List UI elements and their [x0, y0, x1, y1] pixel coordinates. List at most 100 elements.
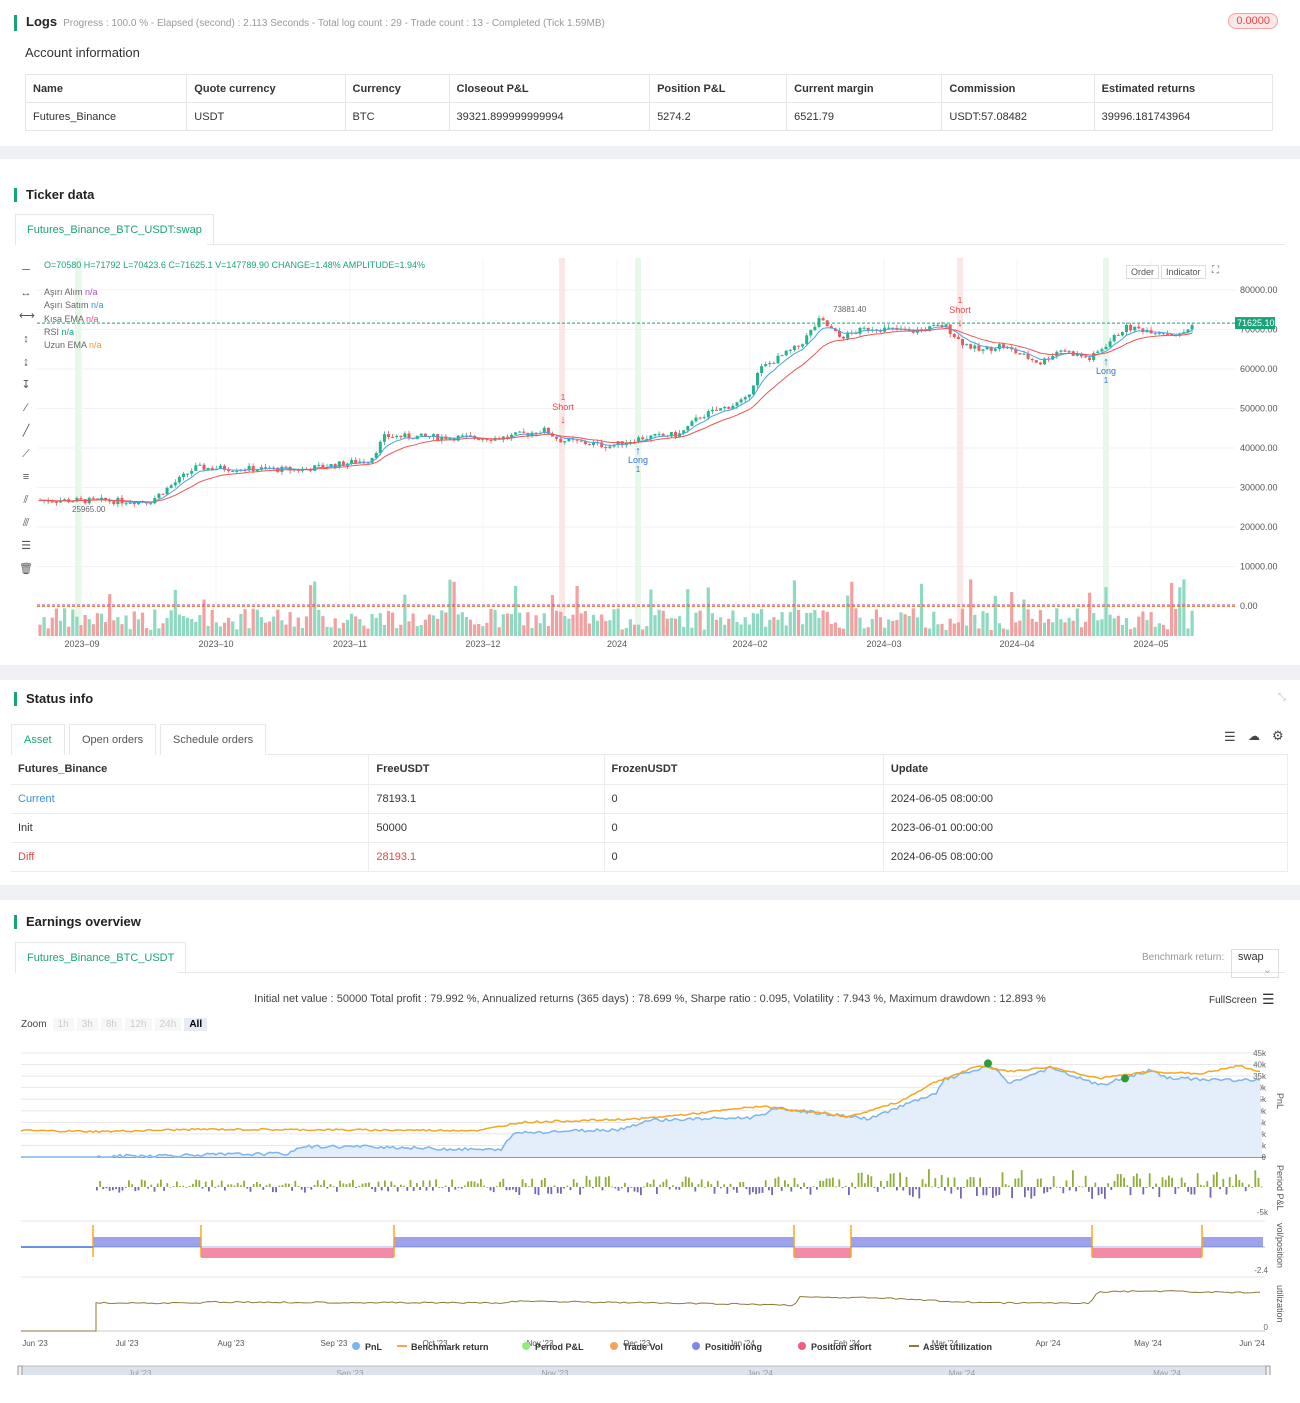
volume-bar	[239, 613, 243, 636]
zoom-option[interactable]: 12h	[124, 1018, 152, 1031]
volume-bar	[956, 622, 960, 636]
period-pnl-bar	[201, 1187, 204, 1189]
period-pnl-bar	[803, 1182, 805, 1187]
earnings-summary: Initial net value : 50000 Total profit :…	[254, 993, 1046, 1005]
earnings-tab[interactable]: Futures_Binance_BTC_USDT	[15, 942, 187, 973]
period-pnl-bar	[684, 1176, 687, 1187]
range-tool-icon[interactable]: ↧	[21, 379, 31, 391]
crosshair-tool-icon[interactable]: ─	[22, 264, 30, 276]
tab-asset[interactable]: Asset	[11, 724, 65, 755]
period-pnl-bar	[166, 1183, 169, 1187]
parallel-channel-tool-icon[interactable]: ⫽	[23, 494, 29, 506]
horizontal-ray-tool-icon[interactable]: ↔	[20, 287, 32, 299]
candle	[1063, 350, 1067, 352]
signal-count: 1	[1104, 376, 1109, 385]
cloud-download-icon[interactable]: ☁	[1248, 729, 1260, 743]
period-pnl-bar	[1155, 1183, 1157, 1187]
list-icon[interactable]: ☰	[1224, 729, 1236, 744]
period-pnl-bar	[662, 1181, 665, 1187]
period-pnl-bar	[880, 1180, 882, 1187]
legend-name: Uzun EMA	[44, 340, 90, 351]
x-tick-label: Jun '24	[1239, 1339, 1265, 1348]
volume-bar	[280, 620, 284, 636]
trash-icon[interactable]: 🗑	[19, 563, 33, 575]
ticker-tab[interactable]: Futures_Binance_BTC_USDT:swap	[15, 214, 214, 245]
asset-cell: 2024-06-05 08:00:00	[883, 842, 1289, 872]
zoom-option[interactable]: 3h	[76, 1018, 98, 1031]
volume-bar	[136, 619, 140, 636]
period-pnl-bar	[924, 1183, 927, 1187]
candle	[710, 409, 714, 412]
period-pnl-bar	[988, 1187, 991, 1189]
candle	[567, 438, 571, 442]
ray-line-tool-icon[interactable]: ╱	[22, 425, 30, 437]
tab-schedule-orders[interactable]: Schedule orders	[160, 724, 267, 755]
period-pnl-bar	[873, 1187, 876, 1188]
candle	[374, 453, 378, 458]
candlestick-chart[interactable]: 80000.00 70000.00 60000.00 50000.00 40000.00…	[0, 248, 1300, 668]
period-pnl-bar	[963, 1187, 965, 1188]
period-pnl-bar	[902, 1187, 905, 1191]
period-pnl-bar	[96, 1187, 98, 1191]
volume-bar	[821, 610, 825, 636]
candle	[706, 411, 710, 418]
period-pnl-bar	[160, 1179, 162, 1187]
candle	[829, 326, 833, 329]
volume-bar	[760, 608, 764, 636]
period-pnl-bar	[1171, 1177, 1173, 1187]
period-pnl-bar	[1116, 1173, 1119, 1187]
y-tick-label: 10000.00	[1240, 562, 1278, 572]
status-tab-line	[267, 754, 1288, 755]
legend-value: n/a	[91, 300, 104, 311]
period-pnl-bar	[1120, 1174, 1122, 1187]
volume-bar	[981, 611, 985, 636]
candle	[637, 437, 641, 443]
fib-levels-tool-icon[interactable]: ☰	[21, 540, 31, 552]
settings-gear-icon[interactable]: ⚙	[1272, 728, 1284, 743]
volume-bar	[145, 628, 149, 636]
fib-tool-icon[interactable]: ⫻	[22, 517, 30, 529]
candle	[817, 318, 821, 327]
zoom-option[interactable]: 24h	[154, 1018, 182, 1031]
period-pnl-bar	[384, 1180, 386, 1187]
candle	[481, 438, 485, 440]
signal-band	[957, 258, 963, 636]
benchmark-select[interactable]: swap ⌄	[1231, 949, 1279, 978]
period-pnl-bar	[358, 1185, 361, 1187]
order-button[interactable]: Order	[1126, 265, 1160, 279]
price-line-tool-icon[interactable]: ≡	[22, 471, 30, 483]
expand-icon[interactable]: ⛶	[1212, 265, 1219, 276]
vertical-ray-tool-icon[interactable]: ↕	[23, 333, 29, 345]
volume-bar	[432, 615, 436, 636]
fullscreen-button[interactable]: FullScreen	[1209, 995, 1257, 1006]
tab-open-orders[interactable]: Open orders	[69, 724, 157, 755]
trend-line-tool-icon[interactable]: ⁄	[25, 402, 27, 414]
period-pnl-bar	[144, 1180, 146, 1187]
indicator-button[interactable]: Indicator	[1161, 265, 1206, 279]
menu-icon[interactable]: ☰	[1262, 991, 1275, 1007]
zoom-option[interactable]: All	[184, 1018, 208, 1031]
segment-tool-icon[interactable]: ⟋	[22, 448, 30, 460]
status-title: Status info	[14, 692, 93, 706]
volume-bar	[386, 610, 391, 636]
period-pnl-bar	[572, 1179, 575, 1187]
zoom-option[interactable]: 1h	[52, 1018, 74, 1031]
volume-bar	[366, 628, 370, 636]
period-pnl-bar	[1081, 1186, 1084, 1188]
earnings-chart[interactable]: 45k40k35k30k25k20k15k10k5k0PnLPeriod P&L…	[0, 1035, 1300, 1375]
x-tick-label: 2024–04	[999, 639, 1034, 649]
candle	[1014, 349, 1018, 354]
volume-bar	[99, 613, 104, 636]
legend-item: Aşırı Satım n/a	[44, 299, 104, 312]
legend-label: Position long	[705, 1342, 762, 1352]
volume-bar	[157, 628, 161, 636]
candle	[157, 493, 161, 499]
horizontal-line-tool-icon[interactable]: ⟷	[19, 310, 35, 322]
zoom-option[interactable]: 8h	[100, 1018, 122, 1031]
candle	[317, 464, 321, 466]
period-pnl-bar	[556, 1187, 559, 1194]
vertical-line-tool-icon[interactable]: ↨	[23, 356, 29, 368]
period-pnl-bar	[1110, 1187, 1113, 1190]
collapse-icon[interactable]: ⤡	[1278, 692, 1286, 703]
volume-bar	[1116, 615, 1120, 636]
